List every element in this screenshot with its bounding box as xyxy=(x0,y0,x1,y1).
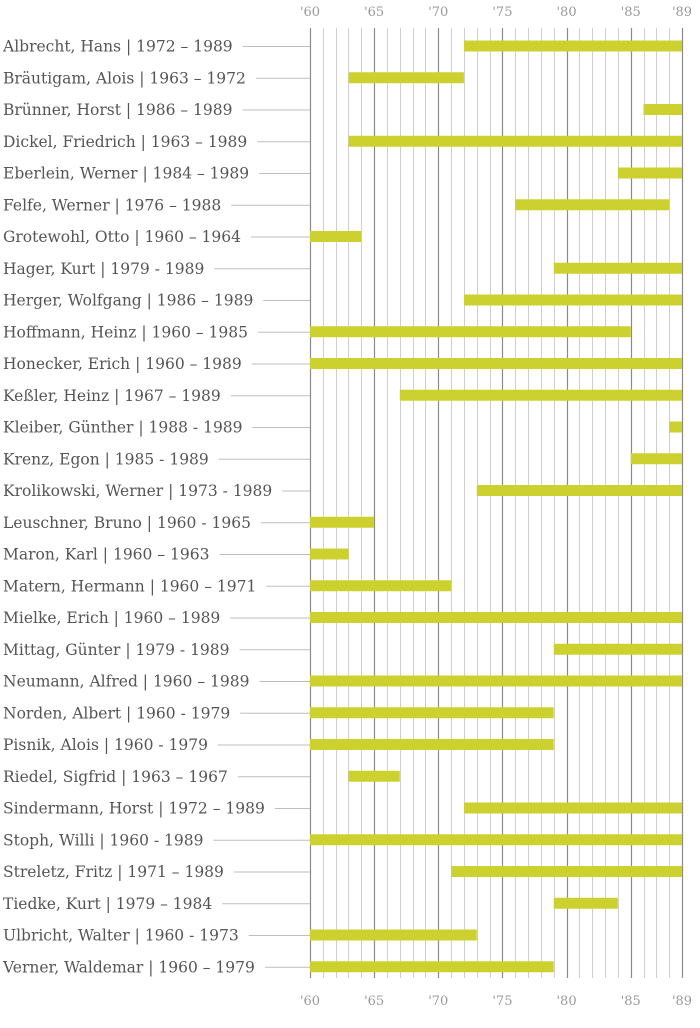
row-label: Stoph, Willi | 1960 - 1989 xyxy=(3,831,204,849)
x-tick-label-bottom: '89 xyxy=(672,994,692,1009)
tenure-bar xyxy=(310,516,375,528)
row-label: Albrecht, Hans | 1972 – 1989 xyxy=(2,38,233,56)
tenure-bar xyxy=(348,770,400,782)
row-label: Bräutigam, Alois | 1963 – 1972 xyxy=(3,69,246,87)
row-label: Maron, Karl | 1960 – 1963 xyxy=(3,546,209,564)
x-tick-label-top: '75 xyxy=(492,5,512,20)
x-tick-label-top: '65 xyxy=(364,5,384,20)
row-label: Norden, Albert | 1960 - 1979 xyxy=(3,704,230,722)
tenure-bar xyxy=(310,231,362,242)
tenure-bar xyxy=(553,262,682,274)
tenure-bar xyxy=(553,897,618,909)
row-label: Hager, Kurt | 1979 - 1989 xyxy=(3,260,204,278)
row-label: Tiedke, Kurt | 1979 – 1984 xyxy=(3,895,212,913)
x-tick-label-bottom: '70 xyxy=(428,994,448,1009)
row-label: Krolikowski, Werner | 1973 - 1989 xyxy=(3,482,272,500)
x-tick-label-bottom: '65 xyxy=(364,994,384,1009)
tenure-bar xyxy=(463,40,682,52)
bars-group xyxy=(310,40,682,973)
row-label: Matern, Hermann | 1960 – 1971 xyxy=(3,577,256,595)
row-label: Krenz, Egon | 1985 - 1989 xyxy=(3,450,209,468)
row-label: Eberlein, Werner | 1984 – 1989 xyxy=(3,165,249,183)
row-label: Leuschner, Bruno | 1960 - 1965 xyxy=(3,514,251,532)
row-label: Mielke, Erich | 1960 – 1989 xyxy=(3,609,220,627)
row-label: Honecker, Erich | 1960 – 1989 xyxy=(3,355,242,373)
tenure-bar xyxy=(553,643,682,655)
tenure-bar xyxy=(399,389,682,401)
row-label: Mittag, Günter | 1979 - 1989 xyxy=(3,641,230,659)
tenure-bar xyxy=(515,199,670,211)
x-tick-label-top: '85 xyxy=(621,5,641,20)
tenure-bar xyxy=(463,294,682,306)
tenure-bar xyxy=(310,548,349,560)
row-label: Ulbricht, Walter | 1960 - 1973 xyxy=(3,927,239,945)
row-label: Felfe, Werner | 1976 – 1988 xyxy=(3,196,221,214)
tenure-bar xyxy=(643,104,682,115)
x-tick-label-top: '80 xyxy=(556,5,576,20)
row-label: Sindermann, Horst | 1972 – 1989 xyxy=(3,800,265,818)
row-label: Herger, Wolfgang | 1986 – 1989 xyxy=(3,292,253,310)
tenure-bar xyxy=(310,739,554,750)
row-label: Streletz, Fritz | 1971 – 1989 xyxy=(3,863,224,881)
tenure-bar xyxy=(310,961,554,973)
tenure-bar xyxy=(310,612,682,623)
tenure-bar xyxy=(310,834,682,846)
tenure-bar xyxy=(463,802,682,814)
row-label: Riedel, Sigfrid | 1963 – 1967 xyxy=(3,768,228,786)
row-label: Grotewohl, Otto | 1960 – 1964 xyxy=(3,228,241,246)
row-label: Brünner, Horst | 1986 – 1989 xyxy=(3,101,233,119)
tenure-bar xyxy=(630,453,682,465)
tenure-bar xyxy=(476,485,682,496)
row-label: Hoffmann, Heinz | 1960 – 1985 xyxy=(3,323,248,341)
bottom-axis-ticks: '60 '65 '70 '75 '80 '85 '89 xyxy=(300,994,692,1009)
x-tick-label-bottom: '60 xyxy=(300,994,320,1009)
tenure-bar xyxy=(348,72,464,84)
tenure-bar xyxy=(310,580,452,592)
x-tick-label-bottom: '85 xyxy=(621,994,641,1009)
row-labels: Albrecht, Hans | 1972 – 1989 Bräutigam, A… xyxy=(2,38,272,977)
row-label: Kleiber, Günther | 1988 - 1989 xyxy=(3,419,243,437)
tenure-bar xyxy=(451,866,682,877)
row-label: Neumann, Alfred | 1960 – 1989 xyxy=(3,673,249,691)
x-tick-label-bottom: '80 xyxy=(556,994,576,1009)
x-tick-label-top: '70 xyxy=(428,5,448,20)
x-tick-label-top: '89 xyxy=(672,5,692,20)
row-label: Keßler, Heinz | 1967 – 1989 xyxy=(3,387,221,405)
x-tick-label-bottom: '75 xyxy=(492,994,512,1009)
tenure-bar xyxy=(617,167,682,179)
tenure-bar xyxy=(348,135,682,147)
x-tick-label-top: '60 xyxy=(300,5,320,20)
leader-lines xyxy=(213,46,310,968)
row-label: Dickel, Friedrich | 1963 – 1989 xyxy=(3,133,247,151)
tenure-bar xyxy=(669,421,682,433)
row-label: Pisnik, Alois | 1960 - 1979 xyxy=(3,736,208,754)
tenure-bar xyxy=(310,326,631,338)
grid-lines xyxy=(309,28,684,978)
tenure-bar xyxy=(310,358,682,369)
tenure-bar xyxy=(310,707,554,719)
tenure-bar xyxy=(310,929,477,941)
top-axis-ticks: '60 '65 '70 '75 '80 '85 '89 xyxy=(300,5,692,20)
tenure-bar xyxy=(310,675,682,687)
row-label: Verner, Waldemar | 1960 – 1979 xyxy=(2,958,255,976)
